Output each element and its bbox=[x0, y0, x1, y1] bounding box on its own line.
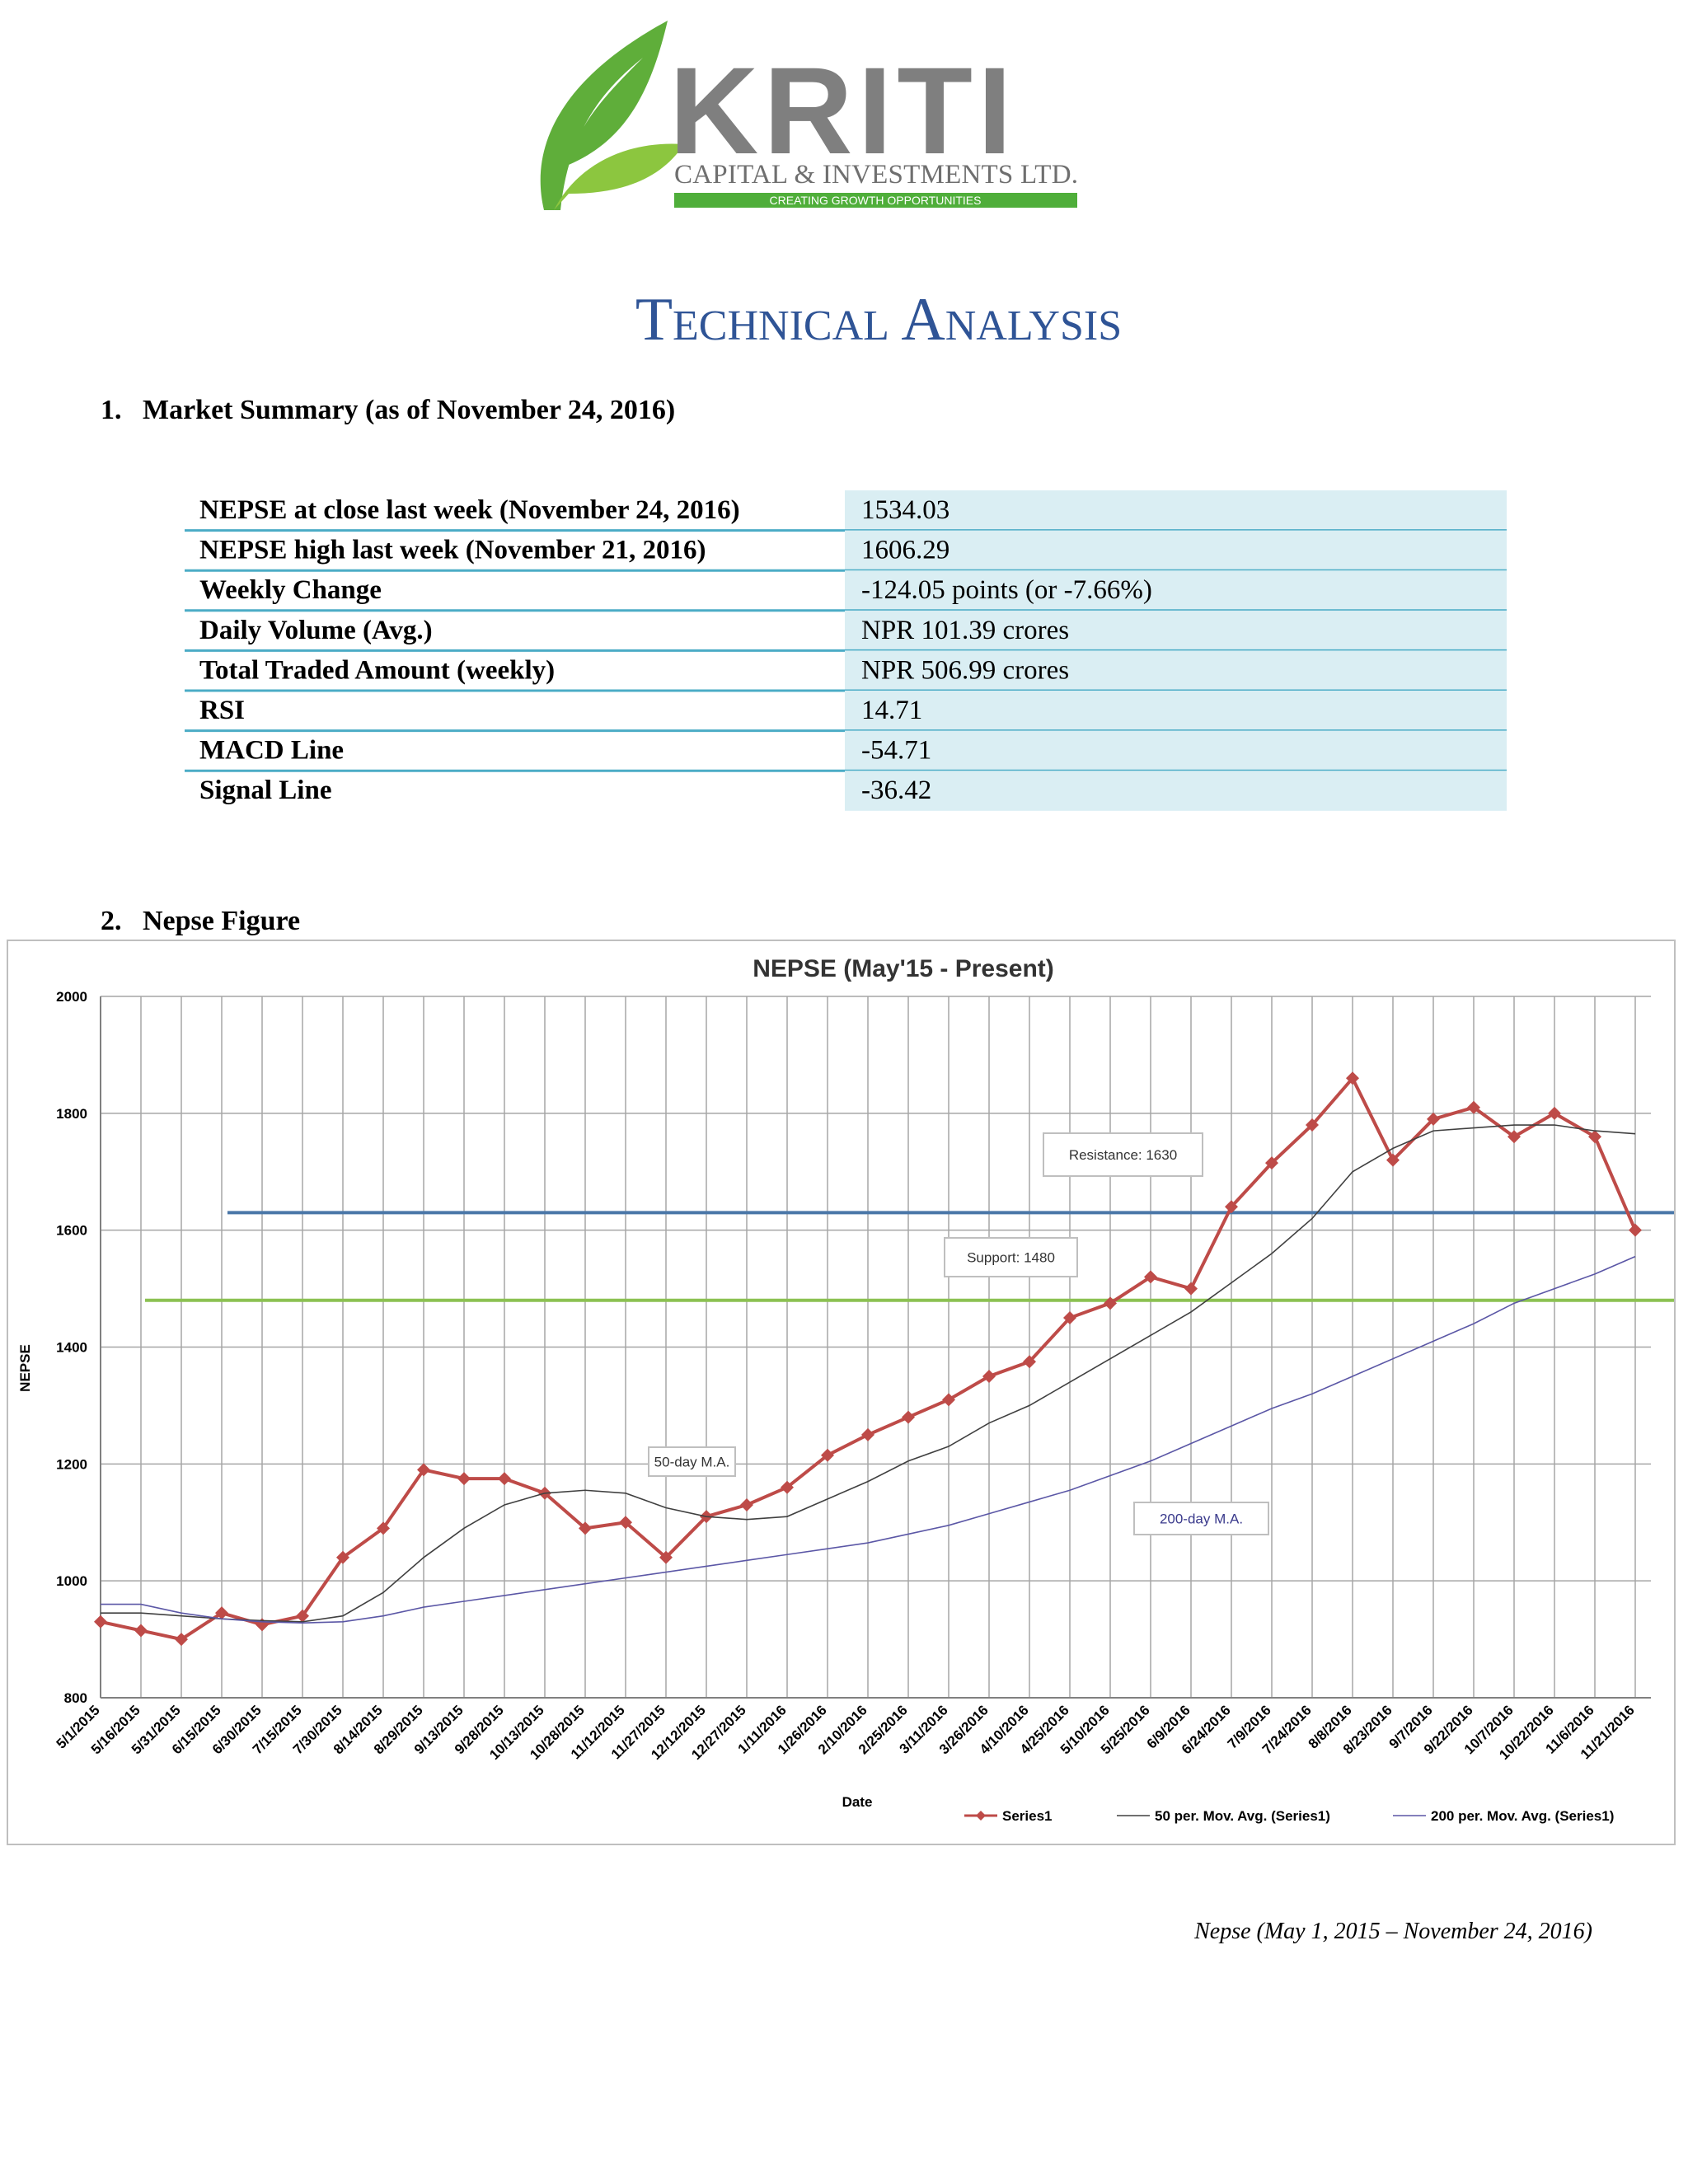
data-point bbox=[1507, 1130, 1521, 1144]
y-tick-label: 1800 bbox=[56, 1106, 87, 1122]
data-point bbox=[215, 1606, 228, 1620]
row-value: 1534.03 bbox=[861, 495, 950, 525]
value-cell bbox=[845, 490, 1507, 531]
annotation: Resistance: 1630 bbox=[1069, 1147, 1177, 1163]
logo-tagline: CREATING GROWTH OPPORTUNITIES bbox=[770, 194, 982, 207]
data-point bbox=[579, 1521, 592, 1535]
y-axis-label: NEPSE bbox=[17, 1344, 33, 1392]
chart: NEPSE (May'15 - Present) NEPSE Date 800 1000… bbox=[17, 955, 1674, 1824]
data-point bbox=[740, 1497, 753, 1511]
data-point bbox=[781, 1480, 794, 1494]
logo-name: KRITI bbox=[669, 41, 1017, 180]
value-cell bbox=[845, 610, 1507, 651]
data-point bbox=[1588, 1130, 1601, 1144]
row-label: RSI bbox=[199, 696, 245, 725]
leaf-icon bbox=[540, 21, 668, 210]
data-point bbox=[659, 1550, 673, 1564]
data-point bbox=[1427, 1112, 1440, 1126]
annotation-box bbox=[1133, 1502, 1269, 1535]
data-point bbox=[861, 1427, 874, 1441]
row-value: NPR 101.39 crores bbox=[861, 616, 1069, 645]
y-tick-label: 1200 bbox=[56, 1456, 87, 1472]
y-tick-label: 1400 bbox=[56, 1340, 87, 1356]
section-heading: 1. Market Summary (as of November 24, 20… bbox=[101, 395, 675, 425]
row-value: 1606.29 bbox=[861, 536, 950, 565]
row-value: NPR 506.99 crores bbox=[861, 655, 1069, 685]
logo: KRITI CAPITAL & INVESTMENTS LTD. CREATIN… bbox=[540, 21, 1078, 210]
summary-table: NEPSE at close last week (November 24, 2… bbox=[185, 490, 1507, 811]
logo-company: CAPITAL & INVESTMENTS LTD. bbox=[674, 160, 1078, 190]
data-point bbox=[296, 1609, 309, 1623]
chart-title: NEPSE (May'15 - Present) bbox=[753, 955, 1054, 982]
data-point bbox=[1346, 1071, 1359, 1085]
value-cell bbox=[845, 570, 1507, 611]
data-point bbox=[1184, 1282, 1198, 1296]
row-label: Daily Volume (Avg.) bbox=[199, 616, 433, 645]
x-axis-label: Date bbox=[842, 1794, 873, 1810]
y-tick-label: 800 bbox=[64, 1690, 87, 1706]
row-label: NEPSE at close last week (November 24, 2… bbox=[199, 495, 740, 525]
row-value: 14.71 bbox=[861, 696, 922, 725]
row-value: -124.05 points (or -7.66%) bbox=[861, 575, 1152, 605]
annotation-box bbox=[648, 1446, 736, 1477]
row-label: Weekly Change bbox=[199, 575, 382, 605]
chart-frame bbox=[7, 940, 1676, 1845]
y-tick-label: 1000 bbox=[56, 1573, 87, 1589]
row-value: -36.42 bbox=[861, 776, 931, 805]
value-cell bbox=[845, 530, 1507, 571]
data-point bbox=[1306, 1118, 1319, 1132]
data-point bbox=[619, 1516, 632, 1530]
data-point bbox=[1144, 1270, 1157, 1284]
annotation-box bbox=[1043, 1132, 1203, 1177]
figure-caption: Nepse (May 1, 2015 – November 24, 2016) bbox=[1193, 1919, 1592, 1944]
data-point bbox=[1225, 1200, 1238, 1214]
value-cell bbox=[845, 771, 1507, 811]
data-point bbox=[1265, 1156, 1278, 1170]
row-label: Total Traded Amount (weekly) bbox=[199, 655, 555, 685]
row-label: Signal Line bbox=[199, 776, 331, 805]
legend-label: 50 per. Mov. Avg. (Series1) bbox=[1155, 1808, 1330, 1824]
data-point bbox=[821, 1448, 834, 1462]
value-cell bbox=[845, 730, 1507, 771]
data-point bbox=[1063, 1311, 1076, 1325]
value-cell bbox=[845, 650, 1507, 691]
leaf-icon bbox=[554, 143, 684, 210]
data-point bbox=[94, 1615, 107, 1629]
data-point bbox=[336, 1550, 349, 1564]
data-point bbox=[457, 1472, 471, 1486]
legend-marker bbox=[976, 1811, 986, 1821]
data-point bbox=[1629, 1223, 1642, 1237]
data-point bbox=[902, 1410, 915, 1424]
annotation: 50-day M.A. bbox=[654, 1455, 730, 1470]
annotation: 200-day M.A. bbox=[1160, 1511, 1243, 1527]
value-cell bbox=[845, 691, 1507, 731]
data-point bbox=[175, 1633, 188, 1647]
row-label: NEPSE high last week (November 21, 2016) bbox=[199, 536, 706, 565]
legend-label: 200 per. Mov. Avg. (Series1) bbox=[1431, 1808, 1614, 1824]
data-point bbox=[134, 1624, 148, 1638]
data-point bbox=[377, 1521, 390, 1535]
data-point bbox=[942, 1393, 955, 1407]
data-point bbox=[1548, 1106, 1561, 1120]
series-line bbox=[101, 1255, 1636, 1624]
data-point bbox=[498, 1472, 511, 1486]
legend-label: Series1 bbox=[1002, 1808, 1053, 1824]
data-point bbox=[1104, 1296, 1117, 1310]
annotation: Support: 1480 bbox=[967, 1250, 1055, 1266]
annotation-box bbox=[944, 1237, 1078, 1277]
data-point bbox=[1023, 1355, 1036, 1369]
y-tick-label: 2000 bbox=[56, 989, 87, 1005]
y-tick-label: 1600 bbox=[56, 1223, 87, 1239]
section-heading: 2. Nepse Figure bbox=[101, 906, 300, 936]
row-value: -54.71 bbox=[861, 736, 931, 766]
tagline-bar bbox=[674, 193, 1077, 208]
doc-title: Technical Analysis bbox=[635, 286, 1122, 354]
data-point bbox=[1467, 1100, 1480, 1114]
series-line bbox=[101, 1124, 1636, 1623]
data-point bbox=[417, 1463, 430, 1477]
data-point bbox=[1386, 1153, 1400, 1167]
row-label: MACD Line bbox=[199, 736, 344, 766]
data-point bbox=[982, 1369, 996, 1383]
